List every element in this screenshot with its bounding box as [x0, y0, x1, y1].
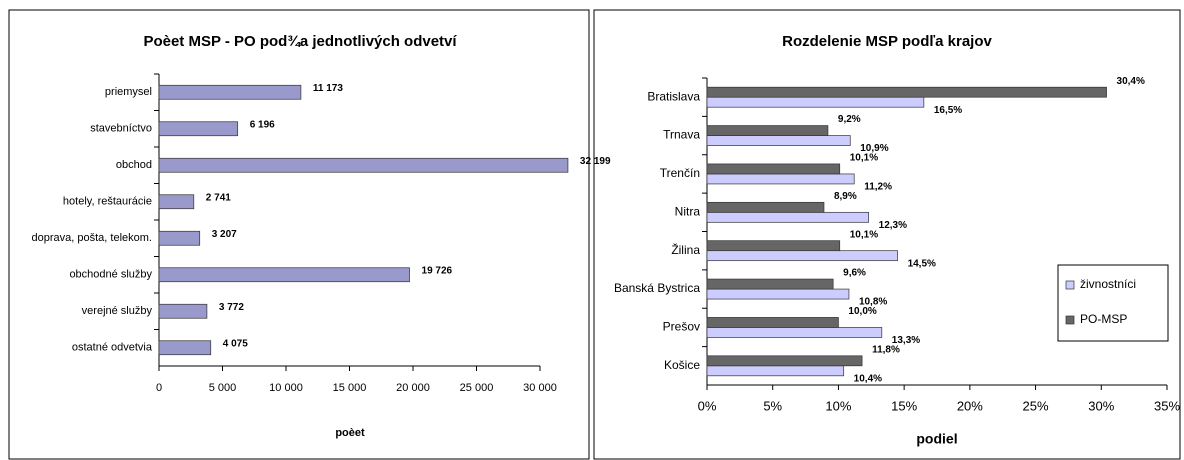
x-tick-label: 15 000	[333, 382, 367, 394]
value-label: 8,9%	[834, 191, 857, 202]
x-tick-label: 10%	[825, 398, 851, 413]
bar	[706, 365, 845, 377]
legend-label: PO-MSP	[1080, 312, 1127, 326]
legend-swatch	[1065, 280, 1075, 290]
bar	[158, 340, 212, 356]
bar	[706, 201, 825, 213]
y-tick-label: Trnava	[663, 128, 700, 142]
value-label: 10,8%	[859, 297, 887, 308]
bar	[706, 125, 829, 136]
value-label: 9,6%	[843, 268, 866, 279]
x-tick-label: 30%	[1088, 398, 1114, 413]
y-tick-label: Žilina	[671, 242, 700, 257]
x-tick-label: 5 000	[209, 382, 237, 394]
bar	[706, 355, 863, 367]
chart-title: Poèet MSP - PO pod¾a jednotlivých odvetv…	[143, 33, 457, 50]
value-label: 10,4%	[854, 373, 882, 384]
bar	[706, 250, 898, 262]
bar	[706, 173, 855, 185]
x-axis-label: poèet	[335, 427, 365, 439]
value-label: 12,3%	[879, 220, 907, 231]
bar	[706, 211, 870, 223]
bar	[706, 327, 883, 338]
bar	[158, 157, 569, 173]
y-tick-label: Trenčín	[660, 166, 700, 180]
bar	[706, 317, 839, 328]
x-tick-label: 0%	[698, 398, 717, 413]
value-label: 3 207	[212, 229, 237, 240]
value-label: 9,2%	[838, 114, 861, 125]
bar	[706, 135, 851, 146]
value-label: 32 199	[580, 156, 611, 167]
x-tick-label: 35%	[1154, 398, 1180, 413]
y-tick-label: Nitra	[675, 204, 701, 218]
value-label: 4 075	[223, 338, 248, 349]
value-label: 11,8%	[872, 344, 900, 355]
bar	[706, 240, 841, 252]
y-tick-label: priemysel	[105, 86, 152, 98]
y-tick-label: obchodné služby	[69, 269, 152, 281]
y-tick-label: ostatné odvetvia	[72, 342, 153, 354]
chart-frame	[8, 9, 590, 460]
chart-frame	[593, 9, 1181, 460]
x-tick-label: 20 000	[396, 382, 430, 394]
bar	[158, 194, 195, 210]
bar	[158, 230, 201, 246]
value-label: 13,3%	[892, 335, 920, 346]
bar	[706, 163, 841, 175]
y-tick-label: hotely, reštaurácie	[63, 196, 152, 208]
x-tick-label: 25 000	[460, 382, 494, 394]
y-tick-label: obchod	[116, 159, 152, 171]
bar	[158, 267, 410, 283]
bar	[706, 96, 925, 108]
value-label: 3 772	[219, 302, 244, 313]
bar	[158, 84, 302, 100]
value-label: 10,1%	[850, 153, 878, 164]
chart-title: Rozdelenie MSP podľa krajov	[782, 33, 992, 50]
bar	[158, 303, 208, 319]
y-tick-label: stavebníctvo	[90, 123, 152, 135]
value-label: 14,5%	[908, 258, 936, 269]
y-tick-label: Košice	[664, 358, 700, 372]
bar	[706, 86, 1107, 98]
x-tick-label: 25%	[1023, 398, 1049, 413]
bar	[158, 121, 239, 137]
value-label: 2 741	[206, 192, 231, 203]
value-label: 10,9%	[860, 143, 888, 154]
legend-swatch	[1065, 315, 1075, 325]
x-tick-label: 30 000	[523, 382, 557, 394]
bar	[706, 278, 834, 290]
value-label: 11 173	[313, 83, 343, 94]
bar	[706, 288, 850, 300]
x-tick-label: 0	[156, 382, 162, 394]
value-label: 10,1%	[850, 229, 878, 240]
legend-box	[1057, 264, 1169, 342]
x-tick-label: 5%	[763, 398, 782, 413]
value-label: 6 196	[250, 119, 275, 130]
y-tick-label: verejné služby	[82, 305, 153, 317]
value-label: 30,4%	[1117, 76, 1145, 87]
x-tick-label: 10 000	[269, 382, 303, 394]
y-tick-label: Bratislava	[647, 89, 700, 103]
legend-label: živnostníci	[1080, 277, 1136, 291]
y-tick-label: doprava, pošta, telekom.	[32, 232, 152, 244]
x-tick-label: 15%	[891, 398, 917, 413]
y-tick-label: Prešov	[663, 320, 700, 334]
value-label: 11,2%	[864, 182, 892, 193]
value-label: 19 726	[422, 265, 453, 276]
value-label: 10,0%	[848, 306, 876, 317]
value-label: 16,5%	[934, 105, 962, 116]
x-tick-label: 20%	[957, 398, 983, 413]
y-tick-label: Banská Bystrica	[614, 281, 700, 295]
x-axis-label: podiel	[916, 431, 957, 447]
